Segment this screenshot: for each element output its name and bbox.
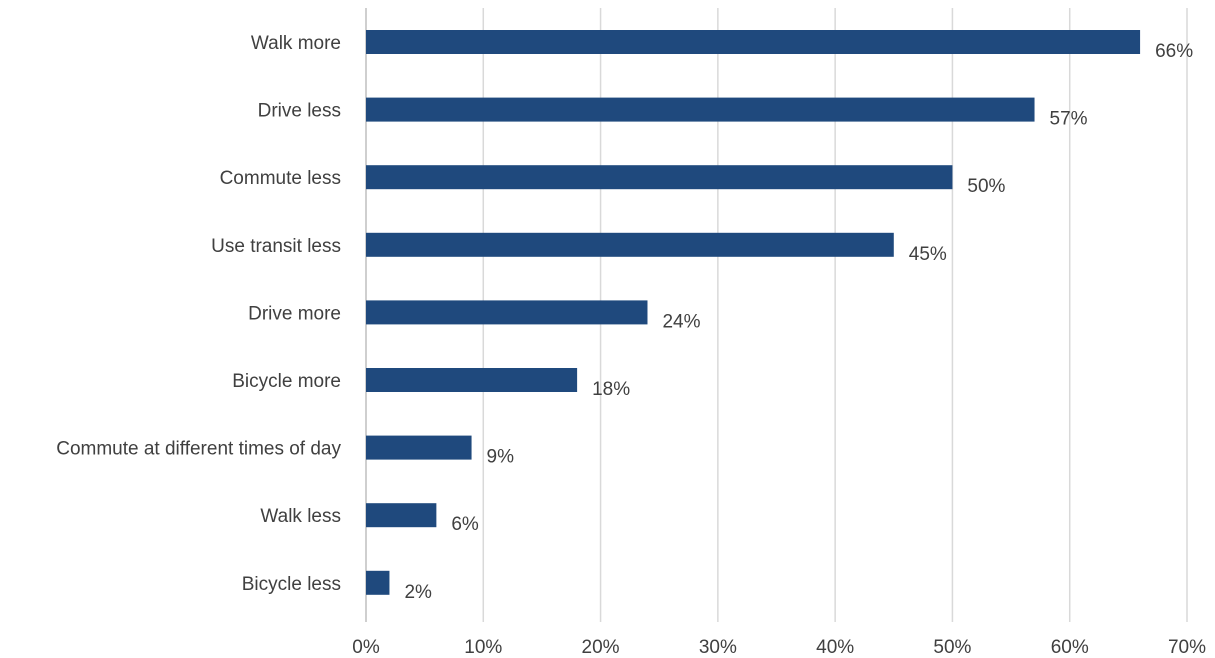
category-label: Commute less (220, 168, 341, 189)
category-label: Walk more (251, 33, 341, 54)
bar (366, 30, 1141, 54)
x-tick-labels: 0% 10% 20% 30% 40% 50% 60% 70% (352, 637, 1206, 658)
data-label: 24% (662, 311, 700, 332)
category-label: Drive more (248, 303, 341, 324)
category-label: Walk less (260, 506, 341, 527)
x-tick-label: 30% (699, 637, 737, 658)
bar (366, 232, 894, 257)
data-label: 6% (451, 514, 479, 535)
data-label: 45% (909, 244, 947, 265)
data-label: 50% (967, 176, 1005, 197)
bar (366, 435, 472, 460)
bar (366, 165, 953, 190)
category-label: Use transit less (211, 236, 341, 257)
bar (366, 503, 437, 528)
category-label: Bicycle more (232, 371, 341, 392)
category-labels: Walk more Drive less Commute less Use trans… (56, 33, 341, 595)
x-tick-label: 10% (464, 637, 502, 658)
bar (366, 97, 1035, 122)
x-tick-label: 50% (933, 637, 971, 658)
data-label: 18% (592, 379, 630, 400)
category-label: Bicycle less (242, 574, 341, 595)
bars (366, 30, 1141, 595)
category-label: Commute at different times of day (56, 439, 341, 460)
x-tick-label: 40% (816, 637, 854, 658)
bar (366, 368, 578, 392)
data-label: 66% (1155, 41, 1193, 62)
x-tick-label: 20% (582, 637, 620, 658)
bar (366, 300, 648, 325)
category-label: Drive less (258, 101, 341, 122)
data-label: 9% (487, 447, 515, 468)
data-label: 2% (404, 582, 432, 603)
data-label: 57% (1050, 109, 1088, 130)
value-labels: 66% 57% 50% 45% 24% 18% 9% 6% 2% (404, 41, 1193, 603)
x-tick-label: 0% (352, 637, 380, 658)
x-tick-label: 70% (1168, 637, 1206, 658)
x-tick-label: 60% (1051, 637, 1089, 658)
bar (366, 570, 390, 595)
